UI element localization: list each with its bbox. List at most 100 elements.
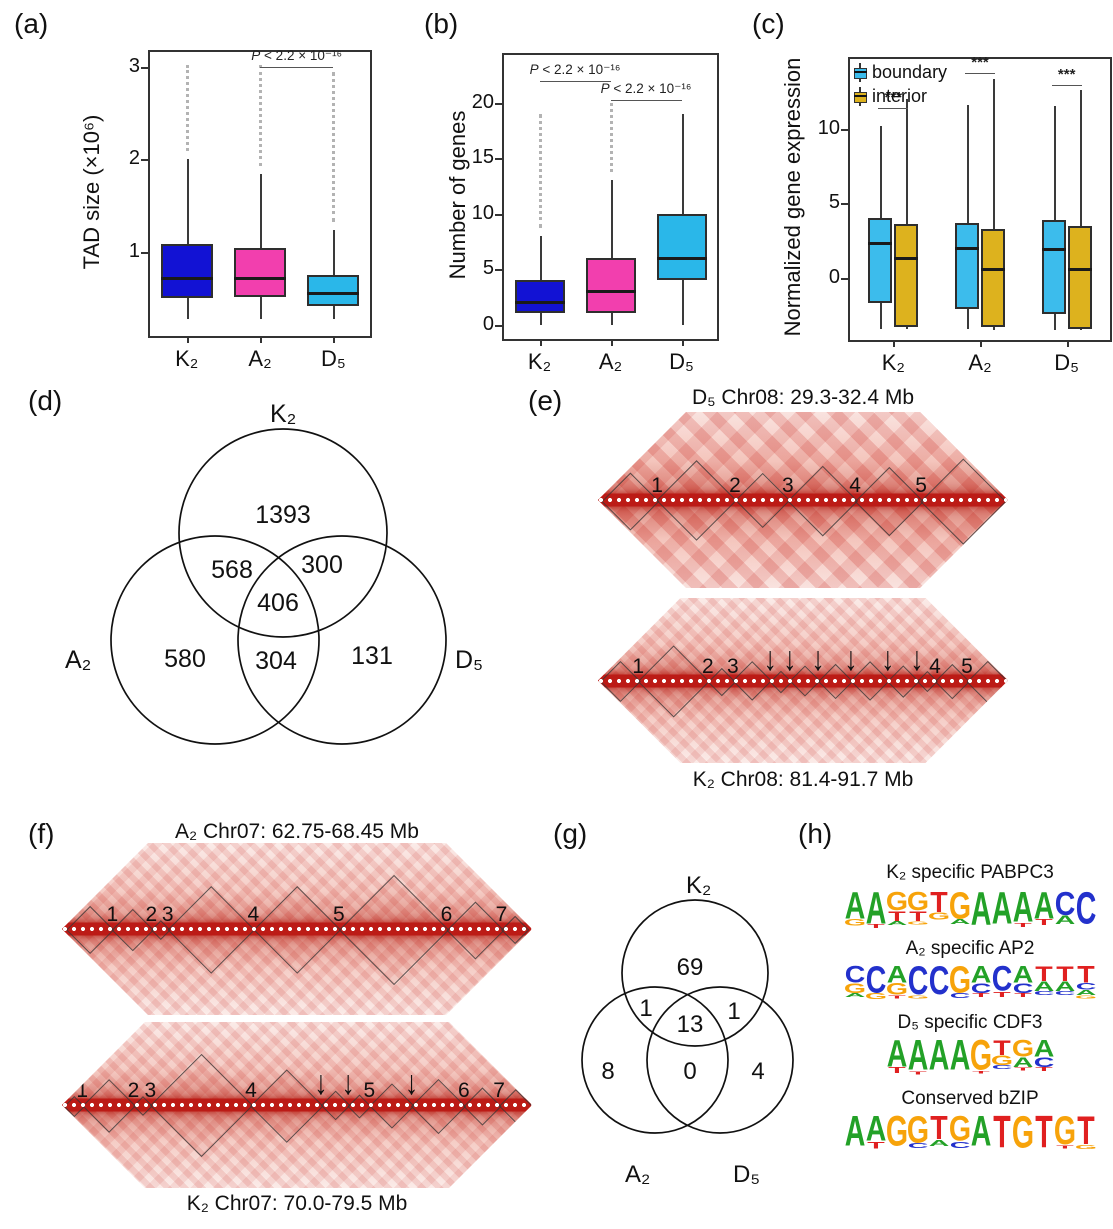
logo-letter: G [948, 1108, 971, 1149]
venn-set-label-k2: K₂ [686, 872, 711, 899]
heatmap-caption-k2-chr08: K₂ Chr08: 81.4-91.7 Mb [692, 768, 914, 791]
logo-letter: G [885, 888, 907, 914]
significance-line [610, 100, 682, 102]
logo-letter-glyph: G [906, 886, 929, 916]
logo-letter: A [886, 919, 907, 927]
logo-letter: A [1033, 979, 1054, 993]
box [981, 228, 1005, 328]
y-tick-mark [141, 251, 149, 254]
x-tick-mark [186, 336, 189, 343]
panel-d-label: (d) [28, 385, 63, 416]
logo-letter-glyph: A [886, 919, 907, 927]
whisker-upper [1079, 89, 1082, 226]
logo-letter: T [1075, 1110, 1096, 1150]
logo-letter: A [1075, 989, 1096, 996]
whisker-lower [1079, 328, 1082, 331]
tad-number: 1 [632, 654, 645, 678]
venn-value-a2-d5: 0 [683, 1058, 696, 1085]
x-category-label: A₂ [248, 346, 272, 371]
whisker-upper [610, 180, 613, 259]
boundary-arrow-icon: ↓ [763, 639, 777, 677]
whisker-lower [681, 280, 684, 325]
logo-letter-glyph: T [887, 993, 906, 1000]
median-line [514, 300, 565, 304]
hic-heatmap-d5-chr08: 1 2 3 4 5 [598, 412, 1008, 588]
logo-letter-glyph: T [929, 885, 948, 918]
logo-letter-glyph: T [1076, 960, 1095, 988]
tad-number: 3 [144, 1079, 157, 1102]
logo-letter-glyph: G [885, 1106, 908, 1155]
logo-letter: G [843, 918, 865, 927]
logo-letter-glyph: A [886, 1031, 907, 1075]
box [307, 274, 360, 307]
logo-letter-glyph: T [929, 1108, 948, 1147]
logo-letter-glyph: G [906, 919, 929, 926]
tad-number: 4 [849, 474, 861, 497]
tad-number: 1 [106, 903, 119, 926]
logo-letter: T [991, 990, 1012, 997]
whisker-upper [681, 113, 684, 214]
panel-f-label: (f) [28, 818, 55, 849]
boundary-arrow-icon: ↓ [783, 639, 797, 677]
venn-set-label-k2: K₂ [270, 400, 296, 428]
x-category-label: K₂ [881, 350, 905, 375]
logo-letter-glyph: A [1012, 960, 1033, 988]
logo-letter-glyph: G [927, 910, 950, 922]
median-line [307, 291, 360, 295]
whisker-upper [880, 125, 883, 219]
tad-number: 5 [961, 654, 973, 678]
logo-letter-glyph: C [844, 960, 865, 988]
diagonal-dot-row [62, 1102, 532, 1108]
whisker-upper [539, 235, 542, 281]
logo-column: A [949, 1030, 970, 1079]
logo-letter-glyph: G [864, 991, 887, 1001]
tad-number: 5 [915, 474, 927, 497]
logo-letter-glyph: G [1011, 1034, 1034, 1062]
logo-letter: G [1074, 994, 1096, 999]
logo-letter: C [1033, 1055, 1054, 1069]
logo-letter-glyph: A [949, 1030, 970, 1079]
whisker-lower [880, 303, 883, 329]
venn-value-a2-only: 580 [164, 645, 206, 673]
logo-letter: T [928, 885, 949, 918]
y-tick-mark [841, 278, 849, 281]
logo-letter: T [1033, 1106, 1054, 1158]
venn-set-label-a2: A₂ [625, 1161, 650, 1188]
logo-letter-glyph: C [949, 991, 970, 1000]
y-tick-label: 5 [828, 191, 840, 214]
outlier-dots [185, 64, 189, 152]
venn-value-d5-only: 4 [751, 1058, 764, 1085]
venn-value-k2-only: 1393 [255, 501, 311, 529]
logo-letter-glyph: A [991, 882, 1012, 934]
box [160, 244, 213, 299]
logo-letter-glyph: T [1055, 1143, 1074, 1150]
logo-letter: T [970, 1070, 991, 1074]
logo-letter: T [1054, 963, 1075, 984]
median-line [656, 256, 707, 260]
logo-letter: G [927, 910, 950, 922]
x-tick-mark [333, 336, 336, 343]
venn-set-label-d5: D₅ [455, 646, 483, 674]
x-tick-mark [980, 340, 982, 347]
venn-value-center: 13 [677, 1011, 704, 1038]
median-line [1041, 248, 1066, 252]
x-category-label: D₅ [1054, 350, 1080, 375]
x-category-label: A₂ [968, 350, 992, 375]
boundary-arrow-icon: ↓ [404, 1063, 419, 1102]
logo-letter-glyph: G [948, 1108, 971, 1149]
tad-number: 2 [145, 903, 158, 926]
venn-diagram-tads: K₂ A₂ D₅ 1393 568 300 406 580 304 131 [65, 400, 483, 745]
logo-letter-glyph: T [1034, 1106, 1053, 1158]
logo-letter-glyph: C [907, 1141, 928, 1150]
whisker-lower [610, 313, 613, 325]
logo-letter: T [865, 923, 886, 929]
logo-column: A [928, 1034, 949, 1077]
